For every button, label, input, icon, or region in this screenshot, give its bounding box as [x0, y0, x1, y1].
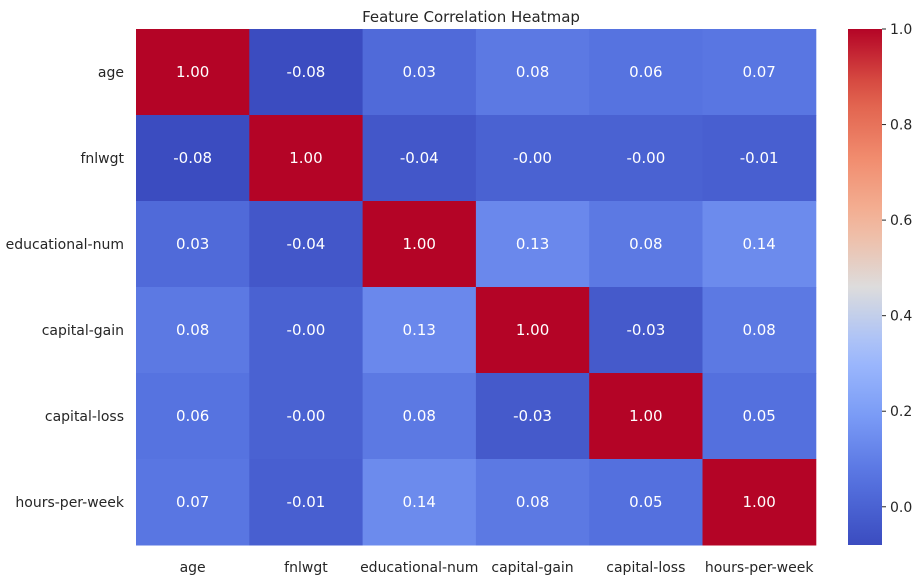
y-tick-labels: age fnlwgt educational-num capital-gain capi…	[6, 65, 125, 511]
cell-value-label-0-1: -0.08	[287, 63, 326, 81]
heatmap-cell-2-4	[589, 201, 703, 288]
cell-value-label-1-3: -0.00	[513, 149, 552, 167]
x-tick-label-4: capital-loss	[606, 560, 685, 576]
heatmap-cell-1-1	[249, 115, 364, 202]
cell-value-label-1-2: -0.04	[400, 149, 439, 167]
colorbar-tick-label-2: 0.4	[890, 309, 912, 325]
cell-value-label-1-4: -0.00	[626, 149, 665, 167]
cell-value-label-5-3: 0.08	[516, 493, 549, 511]
x-tick-label-2: educational-num	[360, 560, 478, 576]
heatmap-cell-1-4	[589, 115, 703, 202]
cell-value-label-1-5: -0.01	[740, 149, 779, 167]
y-tick-label-5: hours-per-week	[15, 495, 125, 511]
cell-value-label-5-1: -0.01	[287, 493, 326, 511]
colorbar-ticks: 0.0 0.2 0.4 0.6 0.8 1.0	[882, 22, 912, 516]
cell-value-label-3-5: 0.08	[742, 321, 775, 339]
cell-value-label-4-4: 1.00	[629, 407, 662, 425]
heatmap-cell-5-1	[249, 459, 364, 546]
heatmap-cell-5-4	[589, 459, 703, 546]
heatmap-cell-2-3	[475, 201, 590, 288]
cell-value-label-1-0: -0.08	[173, 149, 212, 167]
cell-value-label-5-2: 0.14	[403, 493, 436, 511]
colorbar-tick-label-4: 0.8	[890, 118, 912, 134]
heatmap-cell-4-2	[362, 373, 477, 460]
heatmap-cell-5-0	[136, 459, 250, 546]
heatmap-cell-2-1	[249, 201, 364, 288]
x-tick-label-3: capital-gain	[491, 560, 573, 576]
colorbar-gradient	[848, 29, 882, 545]
cell-value-label-5-4: 0.05	[629, 493, 662, 511]
x-tick-label-0: age	[180, 560, 206, 576]
cell-value-label-3-1: -0.00	[287, 321, 326, 339]
heatmap-cell-0-4	[589, 29, 703, 116]
cell-value-label-2-1: -0.04	[287, 235, 326, 253]
cell-value-label-3-0: 0.08	[176, 321, 209, 339]
cell-value-label-0-4: 0.06	[629, 63, 662, 81]
heatmap-cell-0-3	[475, 29, 590, 116]
y-tick-label-4: capital-loss	[45, 409, 124, 425]
cell-value-label-5-5: 1.00	[742, 493, 775, 511]
cell-value-label-2-4: 0.08	[629, 235, 662, 253]
heatmap-cell-1-3	[475, 115, 590, 202]
heatmap-cell-0-0	[136, 29, 250, 116]
heatmap-cell-5-2	[362, 459, 477, 546]
heatmap-cell-3-5	[702, 287, 817, 374]
cell-value-label-2-0: 0.03	[176, 235, 209, 253]
heatmap-cell-5-5	[702, 459, 817, 546]
x-tick-label-5: hours-per-week	[705, 560, 815, 576]
heatmap-cell-4-3	[475, 373, 590, 460]
heatmap-cell-5-3	[475, 459, 590, 546]
cell-value-label-0-5: 0.07	[742, 63, 775, 81]
heatmap-cell-2-0	[136, 201, 250, 288]
cell-value-label-0-0: 1.00	[176, 63, 209, 81]
colorbar-tick-label-0: 0.0	[890, 500, 912, 516]
cell-value-label-2-5: 0.14	[742, 235, 775, 253]
heatmap-cell-1-5	[702, 115, 817, 202]
cell-value-label-0-3: 0.08	[516, 63, 549, 81]
x-tick-labels: age fnlwgt educational-num capital-gain capi…	[180, 560, 815, 576]
cell-value-label-3-3: 1.00	[516, 321, 549, 339]
cell-value-label-4-3: -0.03	[513, 407, 552, 425]
cell-value-label-3-2: 0.13	[403, 321, 436, 339]
colorbar-tick-label-5: 1.0	[890, 22, 912, 38]
heatmap-cell-4-4	[589, 373, 703, 460]
heatmap-cells: 1.00 -0.08 0.03 0.08 0.06 0.07 -0.08 1.00 -0.04 -…	[136, 29, 817, 546]
heatmap-cell-3-4	[589, 287, 703, 374]
colorbar-tick-label-1: 0.2	[890, 404, 912, 420]
x-tick-label-1: fnlwgt	[284, 560, 328, 576]
cell-value-label-4-5: 0.05	[742, 407, 775, 425]
cell-value-label-0-2: 0.03	[403, 63, 436, 81]
heatmap-cell-4-5	[702, 373, 817, 460]
cell-value-label-4-2: 0.08	[403, 407, 436, 425]
heatmap-cell-2-2	[362, 201, 477, 288]
heatmap-cell-0-5	[702, 29, 817, 116]
heatmap-cell-4-1	[249, 373, 364, 460]
colorbar-tick-label-3: 0.6	[890, 213, 912, 229]
chart-title: Feature Correlation Heatmap	[362, 8, 580, 26]
heatmap-cell-1-0	[136, 115, 250, 202]
heatmap-cell-1-2	[362, 115, 477, 202]
cell-value-label-3-4: -0.03	[626, 321, 665, 339]
cell-value-label-2-3: 0.13	[516, 235, 549, 253]
cell-value-label-1-1: 1.00	[289, 149, 322, 167]
y-tick-label-0: age	[98, 65, 124, 81]
heatmap-cell-3-1	[249, 287, 364, 374]
heatmap-cell-4-0	[136, 373, 250, 460]
y-tick-label-3: capital-gain	[42, 323, 124, 339]
heatmap-cell-0-2	[362, 29, 477, 116]
colorbar: 0.0 0.2 0.4 0.6 0.8 1.0	[848, 22, 912, 545]
heatmap-cell-3-3	[475, 287, 590, 374]
heatmap-cell-2-5	[702, 201, 817, 288]
cell-value-label-5-0: 0.07	[176, 493, 209, 511]
heatmap-cell-0-1	[249, 29, 364, 116]
cell-value-label-4-0: 0.06	[176, 407, 209, 425]
y-tick-label-1: fnlwgt	[80, 151, 124, 167]
heatmap-cell-3-2	[362, 287, 477, 374]
cell-value-label-2-2: 1.00	[403, 235, 436, 253]
y-tick-label-2: educational-num	[6, 237, 124, 253]
cell-value-label-4-1: -0.00	[287, 407, 326, 425]
heatmap-cell-3-0	[136, 287, 250, 374]
